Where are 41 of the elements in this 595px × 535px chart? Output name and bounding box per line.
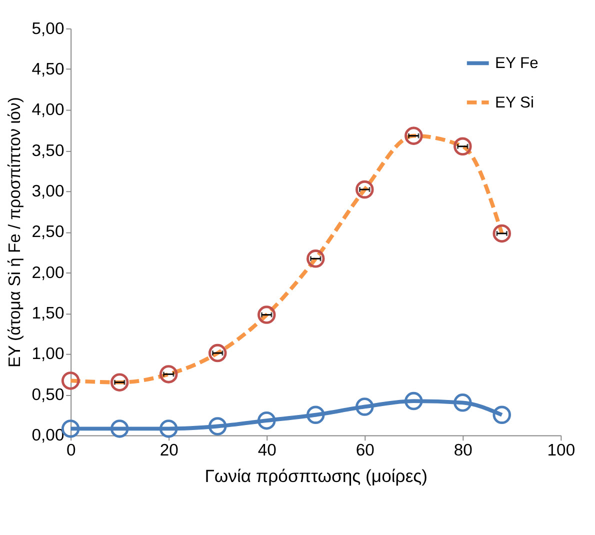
x-tick-label: 40 [258,440,276,460]
y-tick-label: 2,00 [32,262,64,282]
y-tick-label: 0,50 [32,384,64,404]
point [257,306,276,324]
y-tick-label: 3,00 [32,182,64,201]
point [110,420,129,438]
point [306,250,325,268]
legend-label: ΕΥ Si [495,94,534,112]
x-tick-label: 100 [547,440,576,460]
point [61,372,80,390]
y-tick-label: 2,50 [32,222,64,242]
y-axis-title: ΕΥ (άτομα Si ή Fe / προσπίπτον ιόν) [5,97,24,368]
x-tick-label: 0 [66,440,76,460]
point [492,224,512,243]
point [257,411,276,430]
point [110,373,129,392]
point [492,406,512,424]
y-tick-label: 3,50 [32,140,64,160]
y-tick-label: 0,00 [32,426,64,445]
x-axis-title: Γωνία πρόσπτωσης (μοίρες) [204,466,428,486]
point [208,344,227,362]
point [306,406,325,424]
point [454,137,472,156]
point [159,365,178,384]
line-series [68,134,504,384]
point [208,417,227,436]
y-tick-label: 1,00 [32,344,64,364]
legend-label: ΕΥ Fe [495,55,539,72]
point [404,392,423,410]
point [356,398,374,416]
point [454,394,472,412]
x-tick-label: 20 [160,440,178,460]
point [404,126,423,145]
y-tick-label: 4,50 [32,59,64,78]
x-tick-label: 80 [454,440,472,460]
y-tick-label: 4,00 [32,100,64,120]
y-tick-label: 5,00 [32,18,64,38]
point [356,180,374,199]
x-tick-label: 60 [356,440,374,460]
y-tick-label: 1,50 [32,304,64,323]
point [159,420,178,438]
